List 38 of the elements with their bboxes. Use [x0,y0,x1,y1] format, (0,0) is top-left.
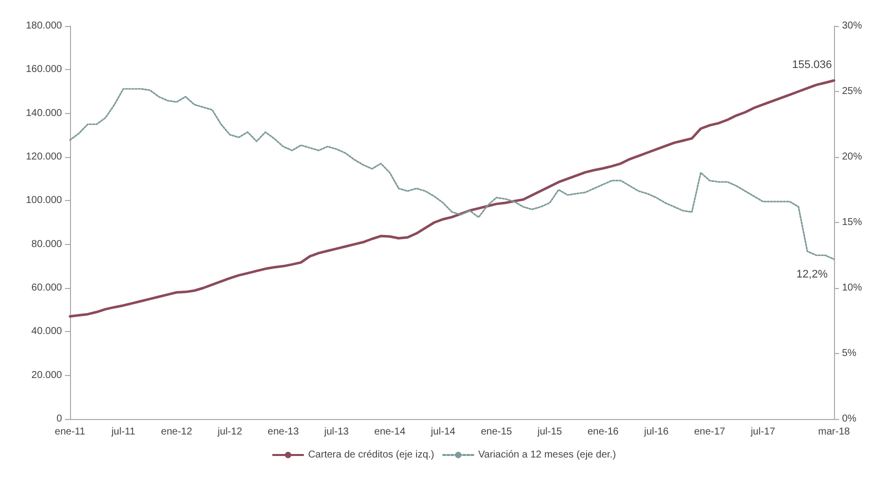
x-tick-label: ene-13 [268,426,300,438]
y2-tick-label: 30% [842,20,862,32]
y2-tick-label: 10% [842,282,862,294]
y2-tick-label: 0% [842,414,857,424]
data-label: 155.036 [792,59,832,72]
legend-label: Variación a 12 meses (eje der.) [478,450,616,460]
x-tick-label: mar-18 [818,426,850,438]
y2-tick-label: 20% [842,152,862,162]
x-tick-label: ene-14 [374,426,406,438]
x-tick-label: jul-14 [430,426,456,438]
y-tick-label: 160.000 [26,64,62,76]
x-tick-label: jul-13 [323,426,350,438]
x-tick-label: ene-17 [694,426,726,438]
y-tick-label: 0 [56,414,62,424]
data-label: 12,2% [796,268,828,281]
y2-tick-label: 25% [842,86,862,97]
legend-label: Cartera de créditos (eje izq.) [308,450,434,460]
line-series [68,79,836,318]
y-tick-label: 40.000 [31,326,62,338]
x-tick-label: jul-11 [110,426,136,438]
y-tick-label: 20.000 [31,370,62,381]
x-tick-label: jul-12 [216,426,243,438]
y-tick-label: 80.000 [31,238,62,250]
line-series [69,88,835,260]
x-tick-label: jul-16 [643,426,669,438]
y-tick-label: 120.000 [26,152,62,162]
y-tick-label: 180.000 [26,20,62,32]
y-tick-label: 100.000 [26,195,62,206]
y2-tick-label: 15% [842,217,862,228]
y2-tick-label: 5% [842,348,857,359]
y-tick-label: 140.000 [26,108,62,119]
x-tick-label: ene-15 [480,426,512,438]
x-tick-label: jul-15 [536,426,562,438]
x-tick-label: ene-11 [54,426,86,438]
y-tick-label: 60.000 [31,282,62,294]
x-tick-label: ene-12 [161,426,193,438]
x-tick-label: ene-16 [587,426,620,438]
x-tick-label: jul-17 [750,426,776,438]
